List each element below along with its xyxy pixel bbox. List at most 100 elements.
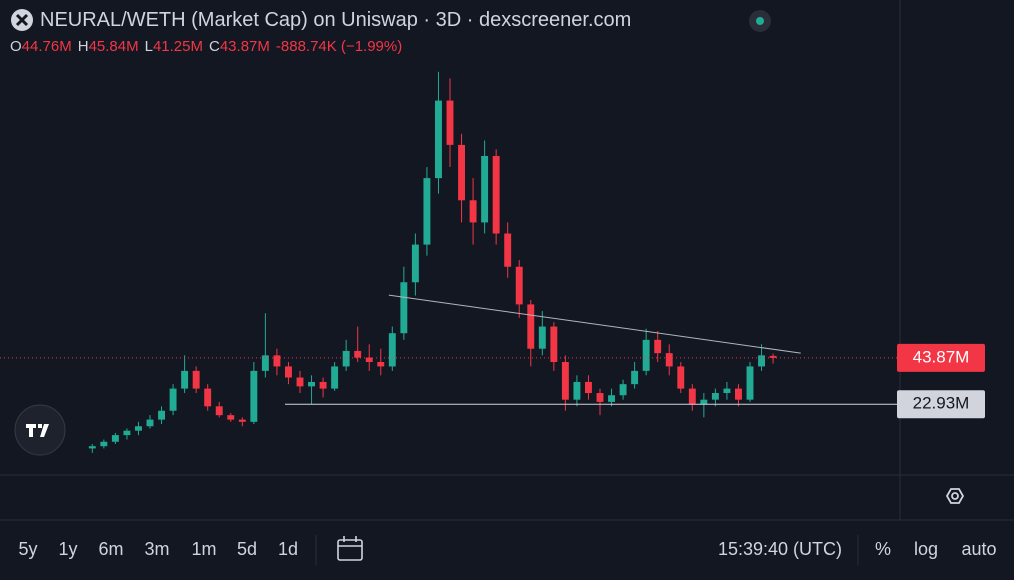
scale-option[interactable]: auto (961, 539, 996, 559)
candle-body (631, 370, 639, 385)
toolbar: 5y 1y 6m 3m 1m 5d 1d 15:39:40 (UTC)% log auto (18, 539, 996, 559)
change: -888.74K (−1.99%) (275, 38, 403, 55)
candle-body (735, 388, 742, 400)
candle-body (492, 155, 500, 234)
labels: 43.87M 22.93M (897, 343, 985, 419)
candle-body (411, 244, 419, 283)
candle-body (665, 353, 673, 367)
candle-body (204, 388, 212, 407)
candle-body (111, 435, 119, 442)
ohlc-key: O (10, 38, 22, 55)
range-button[interactable]: 1d (278, 539, 298, 559)
candle-body (238, 419, 246, 422)
range-button[interactable]: 3m (144, 539, 169, 559)
candle-body (123, 430, 131, 436)
date-range-icon[interactable] (337, 536, 363, 561)
ohlc-value: 41.25M (152, 38, 203, 55)
ohlc-key: C (209, 38, 220, 55)
candle-body (700, 399, 708, 405)
candle-body (642, 339, 650, 371)
candle-body (100, 441, 108, 447)
candle-body (215, 406, 223, 416)
candle-body (458, 144, 465, 201)
candle-body (504, 233, 512, 267)
price-badge (897, 390, 985, 419)
candle-body (365, 357, 373, 363)
candle-body (688, 388, 696, 405)
candle-body (250, 370, 258, 422)
candle-body (388, 333, 396, 367)
candle-body (308, 381, 315, 387)
range-button[interactable]: 6m (98, 539, 123, 559)
status-dot (756, 17, 764, 25)
candle-body (158, 410, 165, 420)
candle-body (619, 384, 627, 396)
ohlc-item: O44.76M (10, 38, 72, 55)
candle-body (435, 100, 442, 179)
candle-body (596, 393, 604, 402)
title-row: NEURAL/WETH (Market Cap) on Uniswap · 3D… (10, 8, 631, 32)
candle-body (446, 100, 454, 145)
candle-body (561, 362, 569, 400)
candle-body (550, 326, 558, 363)
candle-body (331, 366, 339, 389)
candle-body (261, 355, 269, 371)
candle-body (135, 426, 142, 431)
candle-body (746, 366, 754, 400)
price-badge (897, 343, 985, 372)
candle-body (538, 326, 546, 349)
candle-body (354, 350, 362, 358)
ohlc-value: 43.87M (219, 38, 270, 55)
candle-body (585, 381, 592, 394)
candle-body (758, 355, 765, 367)
ohlc-value: 45.84M (88, 38, 139, 55)
candle-body (769, 355, 777, 358)
range-button[interactable]: 1y (58, 539, 77, 559)
price-badge-label: 43.87M (913, 347, 970, 366)
clock: 15:39:40 (UTC) (718, 539, 842, 559)
candle-body (377, 362, 385, 367)
ohlc-key: H (77, 38, 89, 55)
candle-body (481, 155, 489, 223)
price-badge-label: 22.93M (913, 394, 970, 413)
candle-body (319, 381, 327, 389)
candle-body (169, 388, 177, 411)
range-button[interactable]: 5d (237, 539, 257, 559)
ohlc-item: L41.25M (145, 38, 203, 55)
ohlc-key: L (144, 38, 153, 55)
candle-body (192, 370, 200, 389)
candle-body (527, 304, 535, 349)
scale-option[interactable]: % (875, 539, 891, 559)
candle-body (181, 370, 189, 389)
candle-body (677, 366, 685, 389)
candle-body (608, 395, 615, 402)
candle-body (654, 339, 662, 354)
ohlc-value: 44.76M (21, 38, 72, 55)
tv-logo (14, 404, 66, 456)
candle-body (342, 350, 350, 367)
candle-body (146, 419, 154, 427)
trendline (388, 294, 801, 354)
ohlc-item: C43.87M (209, 38, 270, 55)
candle-body (296, 377, 304, 387)
header: NEURAL/WETH (Market Cap) on Uniswap · 3D… (10, 8, 631, 56)
candle-body (469, 200, 477, 223)
range-button[interactable]: 5y (18, 539, 37, 559)
candle-body (273, 355, 281, 367)
range-button[interactable]: 1m (191, 539, 216, 559)
candle-body (285, 366, 292, 378)
candle-body (515, 266, 523, 305)
candle-body (573, 381, 581, 400)
candle-body (88, 446, 96, 449)
scale-option[interactable]: log (914, 539, 938, 559)
ohlc-legend: O44.76M H45.84M L41.25M C43.87M -888.74K… (10, 38, 631, 55)
candle-body (227, 415, 235, 420)
plot (0, 71, 900, 453)
settings-icon[interactable] (945, 488, 965, 504)
candle-body (711, 393, 719, 400)
token-icon (11, 9, 33, 31)
ohlc-item: H45.84M (78, 38, 139, 55)
candle-body (723, 388, 731, 394)
chart-title: NEURAL/WETH (Market Cap) on Uniswap · 3D… (40, 8, 632, 31)
